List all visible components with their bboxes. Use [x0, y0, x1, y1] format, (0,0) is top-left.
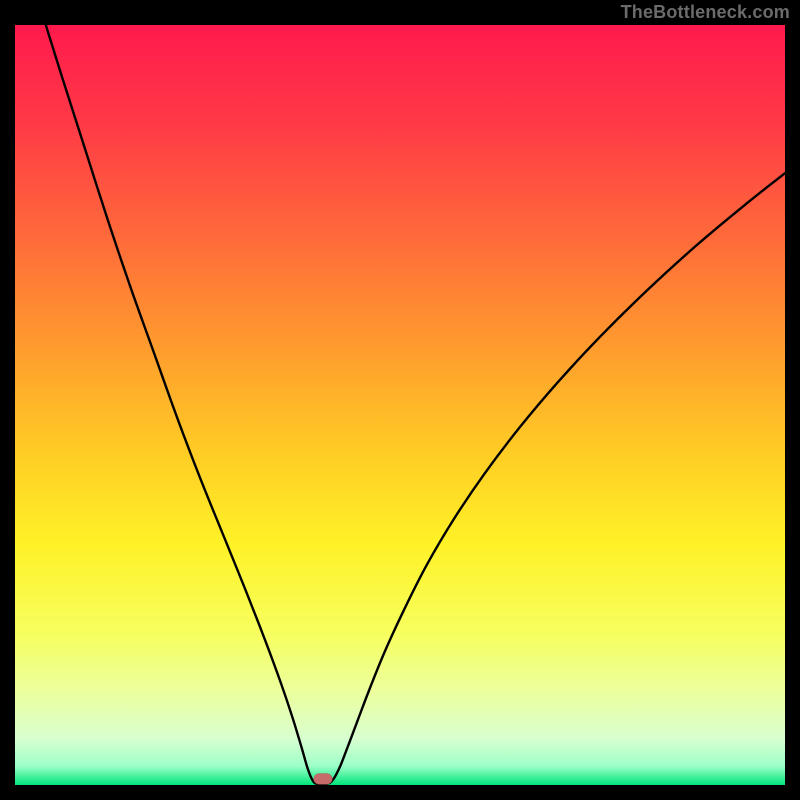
plot-background	[15, 25, 785, 785]
watermark-text: TheBottleneck.com	[621, 2, 790, 23]
min-marker	[314, 774, 332, 785]
chart-svg	[0, 0, 800, 800]
chart-frame: TheBottleneck.com	[0, 0, 800, 800]
